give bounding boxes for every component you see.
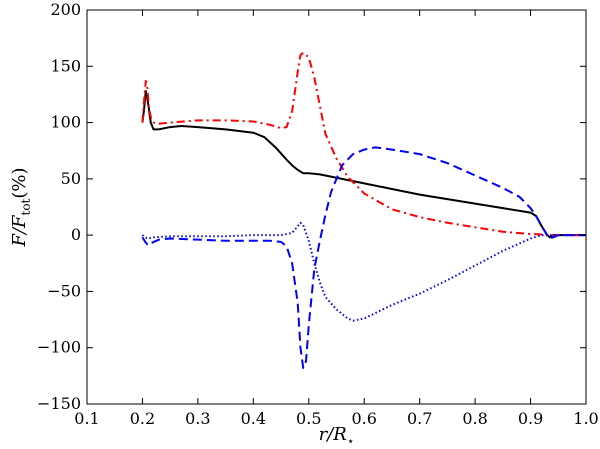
- x-tick-label: 0.6: [351, 409, 376, 428]
- y-tick-label: 50: [61, 169, 81, 188]
- y-tick-label: 100: [50, 113, 81, 132]
- y-axis-label: F/Ftot(%): [9, 167, 33, 247]
- y-tick-label: −150: [37, 394, 81, 413]
- series-blue-dotted-line: [141, 221, 586, 322]
- y-tick-label: −100: [37, 338, 81, 357]
- x-tick-label: 0.7: [407, 409, 432, 428]
- y-tick-label: −50: [47, 281, 81, 300]
- x-axis-label-main: r/R: [319, 424, 347, 445]
- y-axis-label-main: F/F: [9, 214, 30, 248]
- y-tick-label: 200: [50, 0, 81, 19]
- series-red-dashdot-line: [141, 51, 586, 237]
- x-tick-label: 1.0: [573, 409, 598, 428]
- x-axis-label-sub: ⋆: [347, 434, 355, 448]
- x-tick-label: 0.5: [296, 409, 321, 428]
- series-black-solid-line: [141, 90, 586, 239]
- tick-layer: 0.1 0.2 0.3 0.4 0.5 0.6 0.7 0.8 0.9 1.0 −150 −100 −5…: [37, 0, 599, 428]
- x-tick-label: 0.1: [74, 409, 99, 428]
- x-tick-label: 0.2: [130, 409, 155, 428]
- y-axis-label-suffix: (%): [9, 167, 30, 198]
- x-tick-label: 0.3: [185, 409, 210, 428]
- y-axis-label-sub: tot: [19, 198, 33, 215]
- series-layer: [141, 51, 586, 369]
- x-axis-label: r/R⋆: [319, 424, 355, 448]
- x-tick-label: 0.4: [241, 409, 266, 428]
- plot-frame: [86, 9, 587, 405]
- x-tick-label: 0.9: [518, 409, 543, 428]
- series-blue-dashed-line: [141, 146, 586, 369]
- x-tick-label: 0.8: [462, 409, 487, 428]
- y-tick-label: 150: [50, 56, 81, 75]
- y-tick-label: 0: [71, 225, 81, 244]
